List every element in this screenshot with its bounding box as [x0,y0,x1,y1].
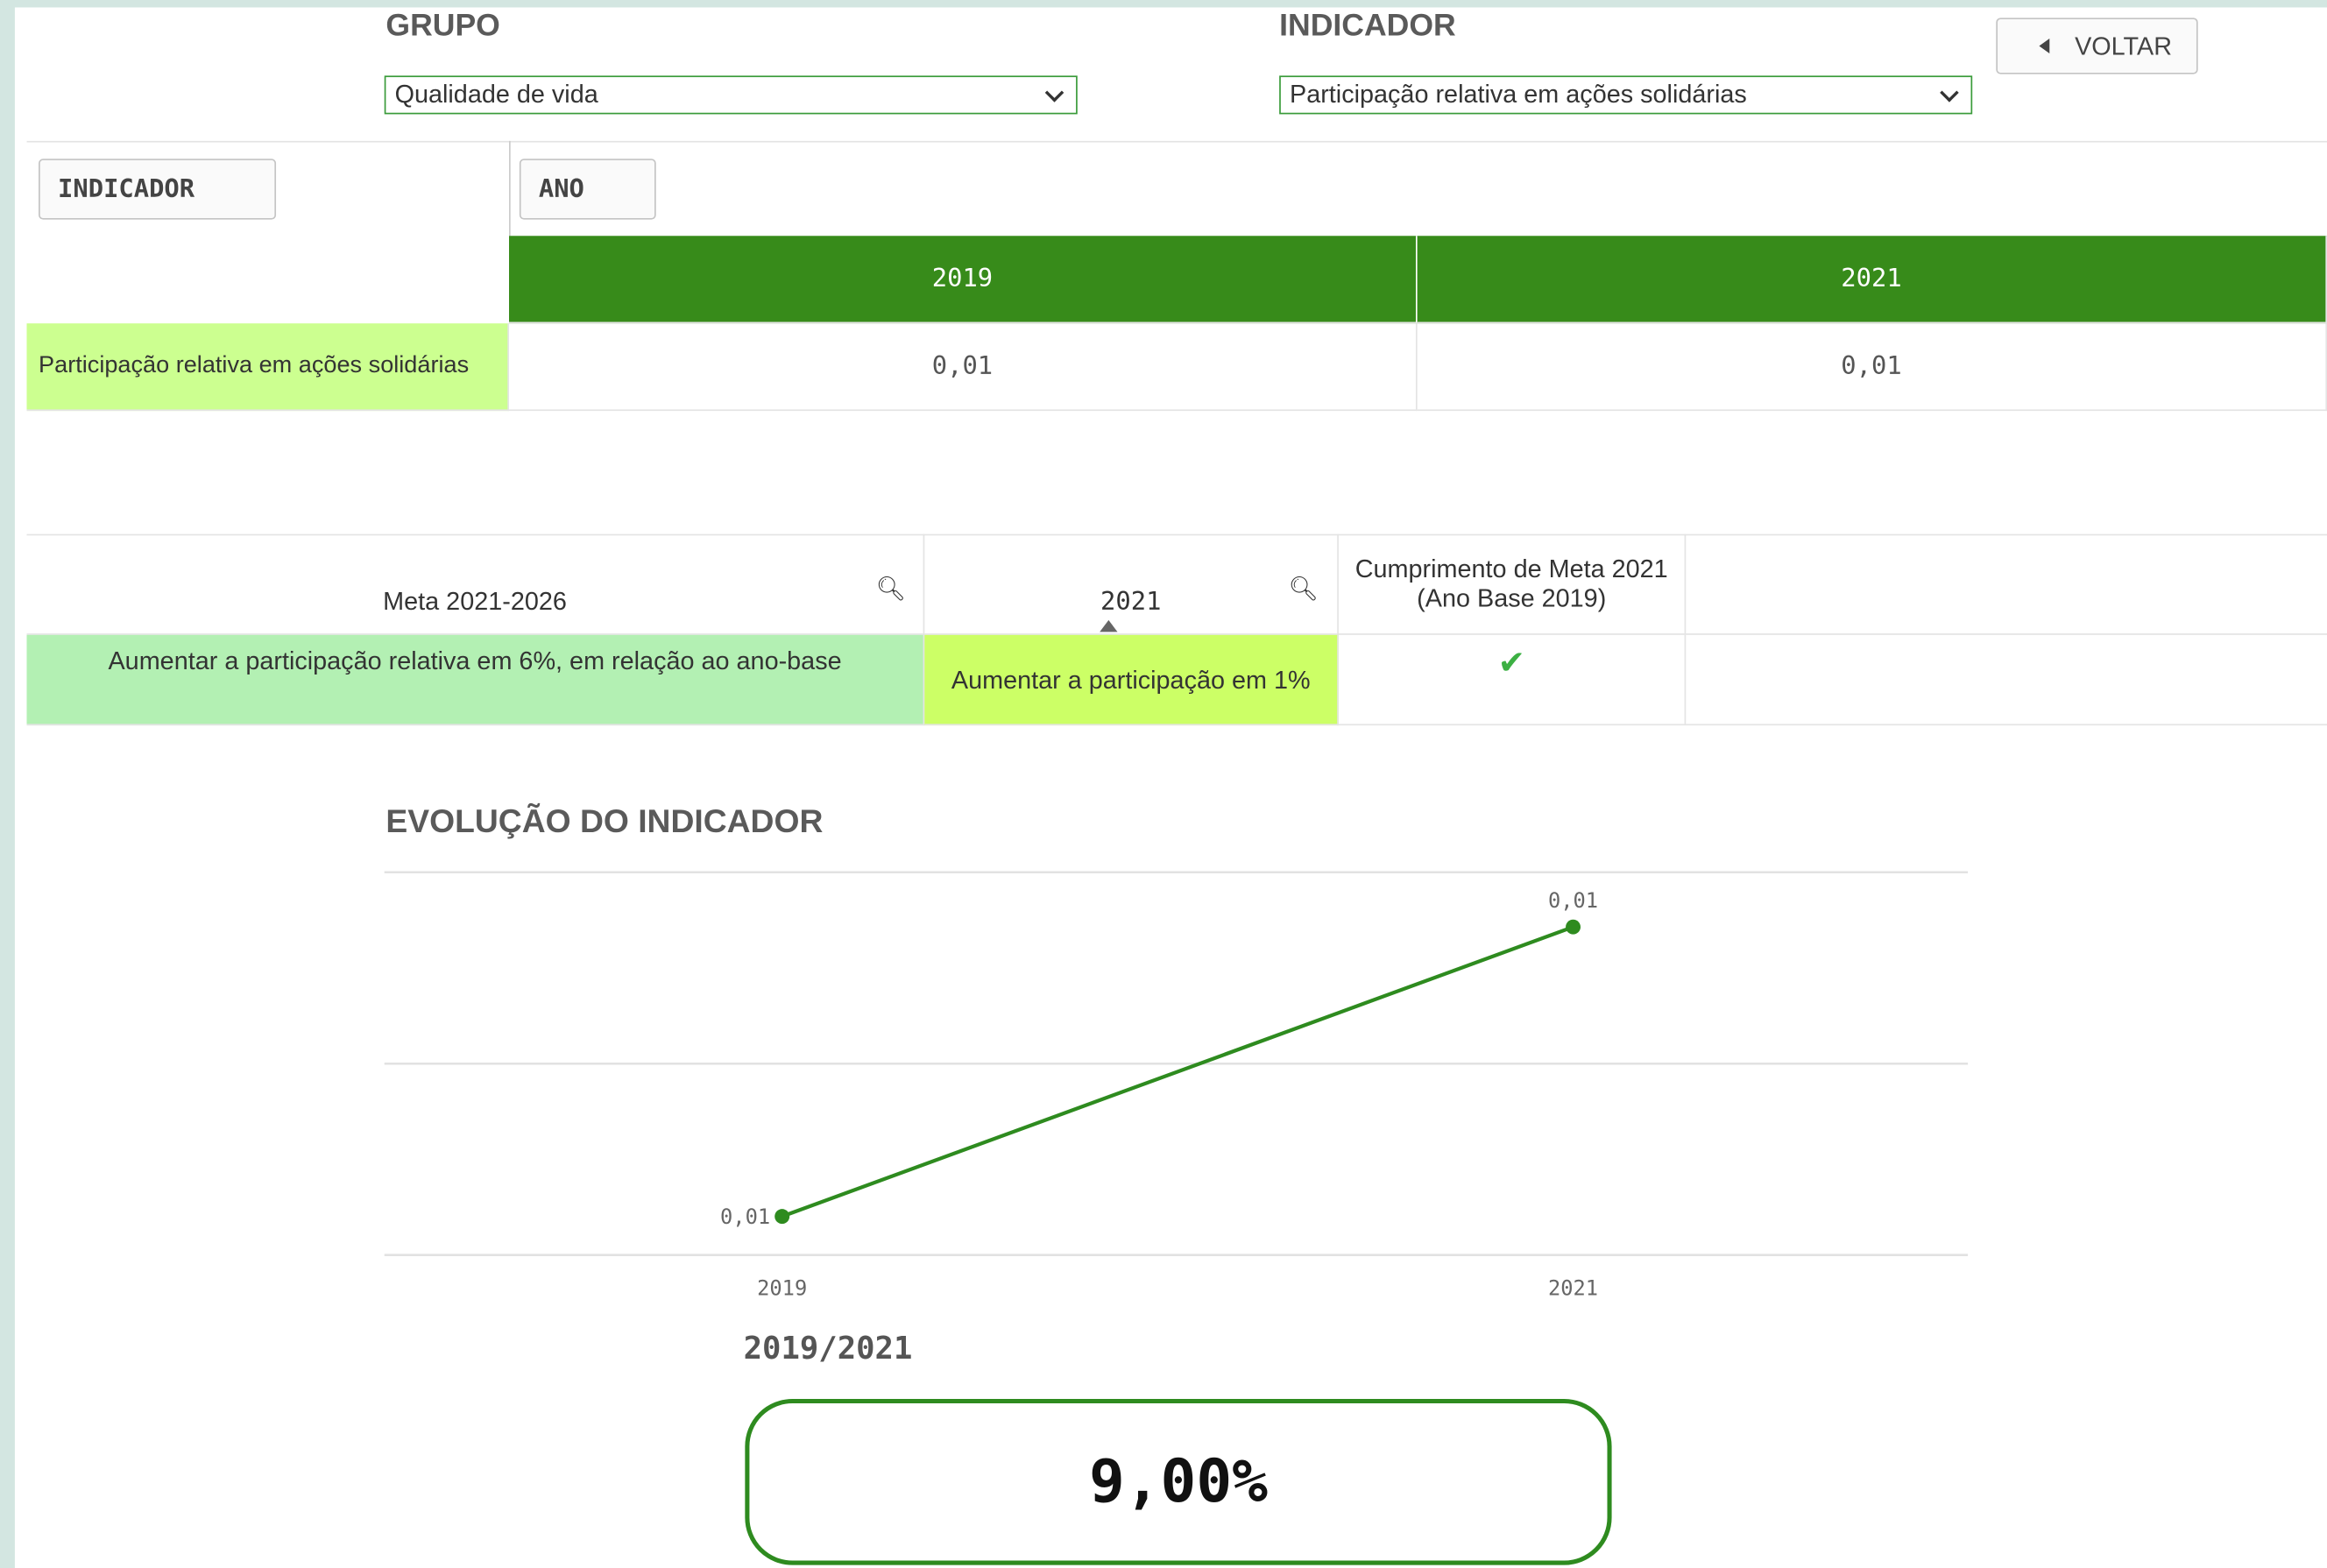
table-cell: 0,01 [509,323,1418,412]
point [1566,919,1581,935]
table-cell: Aumentar a participação em 1% [924,634,1339,726]
search-button[interactable]: ANO [519,159,656,220]
search-icon[interactable]: 🔍︎ [1288,576,1319,603]
table-cell: 0,01 [1417,323,2327,412]
check-icon: ✔ [1338,634,1687,726]
table-cell: Aumentar a participação relativa em 6%, … [26,634,925,726]
kpi-value: 9,00% [745,1398,1612,1565]
empty-cell [1686,534,2327,635]
filter-label: INDICADOR [1279,9,1456,44]
header-text: Meta 2021-2026 [383,586,567,615]
select[interactable]: Qualidade de vida [384,75,1078,115]
search-icon[interactable]: 🔍︎ [875,576,906,603]
search-button[interactable]: INDICADOR [39,159,277,220]
x-tick-label: 2021 [1548,1275,1598,1300]
column-header: 2021 [924,533,1339,635]
line [781,925,1574,1218]
divider [509,140,511,237]
column-header: 2019 [509,236,1418,324]
sort-icon [1100,619,1118,632]
point [774,1209,790,1225]
kpi-label: 2019/2021 [743,1331,913,1367]
select[interactable]: Participação relativa em ações solidária… [1279,75,1973,115]
divider [26,140,2327,143]
divider [26,533,2327,536]
column-header: Meta 2021-2026 [26,533,925,635]
header-text: 2021 [1100,586,1162,617]
filter-label: GRUPO [385,9,500,44]
chart-title: EVOLUÇÃO DO INDICADOR [385,802,824,840]
row-label: Participação relativa em ações solidária… [26,323,510,412]
x-tick-label: 2019 [757,1275,807,1300]
data-label: 0,01 [720,1204,770,1229]
column-header: 2021 [1417,236,2327,324]
back-button[interactable]: VOLTAR [1996,18,2198,74]
back-icon [2039,39,2050,53]
data-label: 0,01 [1548,888,1598,913]
empty-cell [1686,635,2327,726]
column-header: Cumprimento de Meta 2021 (Ano Base 2019) [1338,533,1687,635]
